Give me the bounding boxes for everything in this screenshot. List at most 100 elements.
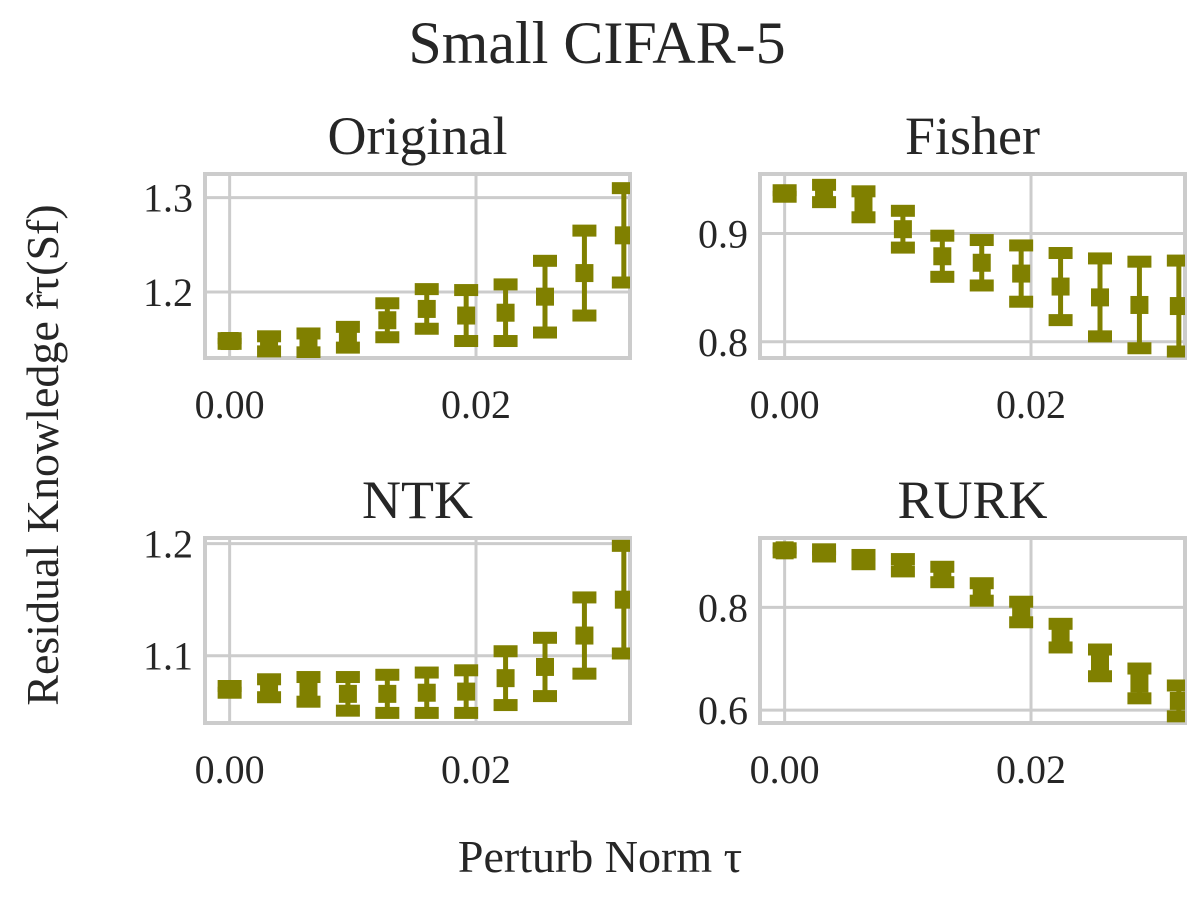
data-point [972,582,991,601]
error-cap-bottom [454,706,479,719]
y-axis-label: Residual Knowledge r̂τ(Sf) [17,204,68,705]
data-point [220,680,239,699]
error-cap-top [1009,239,1034,252]
data-point [378,311,397,330]
x-tick-label: 0.00 [750,747,820,792]
data-point [1169,297,1185,316]
plot-frame [203,172,632,360]
data-point [1051,277,1070,296]
error-cap-top [1166,254,1185,267]
x-tick-label: 0.02 [441,382,511,427]
data-series [217,182,630,358]
error-cap-top [533,254,557,267]
x-tick-label: 0.00 [195,382,265,427]
data-series [217,539,630,719]
error-cap-bottom [414,322,439,335]
y-tick-label: 1.3 [143,176,193,221]
data-point [1091,288,1109,307]
error-cap-bottom [1166,345,1185,358]
x-tick-label: 0.02 [996,382,1066,427]
plot-frame [758,536,1187,725]
data-point [575,264,594,283]
error-cap-bottom [1088,330,1112,343]
error-cap-top [890,204,915,217]
data-point [299,333,318,352]
error-cap-bottom [1048,314,1073,327]
error-cap-top [611,182,630,195]
data-point [378,684,397,703]
data-point [417,299,436,318]
error-cap-top [375,297,400,310]
error-cap-top [454,664,479,677]
error-cap-bottom [969,279,994,292]
error-cap-bottom [375,706,400,719]
subplots: 0.00 0.02 1.2 1.3 Original 0.00 0.02 0.8 0.9 Fish… [143,106,1187,792]
data-point [1130,674,1149,693]
panel-ntk: 0.00 0.02 1.1 1.2 NTK [143,470,632,792]
error-cap-bottom [493,699,518,712]
data-point [815,184,834,203]
error-cap-top [851,185,876,198]
data-point [854,195,873,214]
data-point [614,590,630,609]
data-point [893,556,912,575]
y-tick-label: 1.1 [143,634,193,679]
error-cap-bottom [533,326,557,339]
data-point [299,680,318,699]
y-tick-label: 0.8 [698,320,748,365]
data-point [815,543,834,562]
error-cap-bottom [296,346,321,358]
data-point [338,328,357,347]
data-point [536,657,554,676]
data-point [338,684,357,703]
data-point [260,679,279,698]
error-cap-top [572,224,597,237]
error-cap-bottom [1088,670,1112,683]
error-cap-bottom [1009,295,1034,308]
error-cap-top [1088,643,1112,656]
error-cap-bottom [611,276,630,289]
error-cap-bottom [375,331,400,344]
data-point [1051,626,1070,645]
data-series [772,178,1185,358]
y-tick-label: 1.2 [143,522,193,567]
x-tick-label: 0.00 [195,747,265,792]
data-point [893,220,912,239]
error-cap-top [1127,662,1152,675]
data-point [1012,264,1031,283]
data-point [575,626,594,645]
data-point [1012,603,1031,621]
error-cap-bottom [611,647,630,660]
data-point [417,683,436,702]
error-cap-bottom [414,706,439,719]
data-point [457,682,476,701]
error-cap-bottom [493,335,518,348]
data-point [775,184,794,203]
data-point [260,334,279,353]
x-tick-label: 0.00 [750,382,820,427]
error-cap-top [1088,252,1112,265]
panel-title: NTK [362,470,473,530]
data-point [933,565,952,584]
error-cap-bottom [890,241,915,254]
data-point [854,550,873,569]
data-point [220,332,239,351]
y-axis-label-text: Residual Knowledge r̂τ(Sf) [17,204,68,705]
x-axis-label: Perturb Norm τ [458,831,742,882]
error-cap-top [454,284,479,297]
y-tick-label: 0.9 [698,212,748,257]
error-cap-bottom [572,667,597,680]
error-cap-top [493,278,518,291]
data-point [614,226,630,245]
error-cap-bottom [851,211,876,224]
error-cap-top [375,668,400,681]
y-tick-label: 0.6 [698,688,748,733]
error-cap-bottom [335,704,360,717]
error-cap-top [1048,247,1073,260]
error-cap-bottom [454,335,479,348]
data-point [496,669,515,688]
error-cap-top [296,671,321,684]
error-cap-top [493,645,518,658]
data-point [457,306,476,325]
error-cap-top [533,631,557,644]
